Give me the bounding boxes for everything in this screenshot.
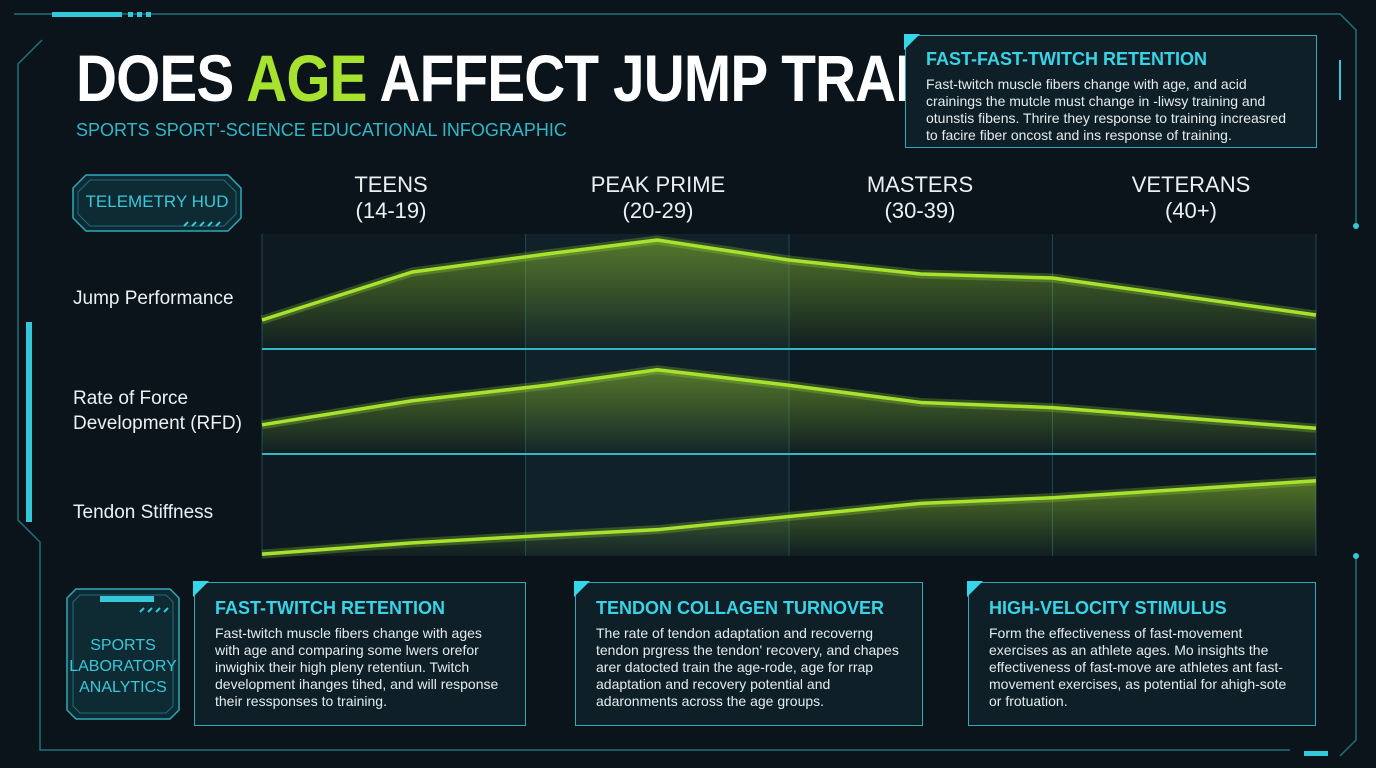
series-line-1 [261,368,1317,430]
row-label-rfd: Rate of Force Development (RFD) [73,388,242,434]
title-accent: AGE [246,41,367,115]
lab-analytics-badge: SPORTS LABORATORY ANALYTICS [66,588,180,720]
info-card-fast-twitch: FAST-TWITCH RETENTION Fast-twitch muscle… [193,581,526,726]
info-card-tendon-collagen: TENDON COLLAGEN TURNOVER The rate of ten… [574,581,923,726]
page-subtitle: SPORTS SPORT'-SCIENCE EDUCATIONAL INFOGR… [76,120,567,140]
card-heading: HIGH-VELOCITY STIMULUS [989,598,1227,618]
info-panel-body: Fast-twitch muscle fibers change with ag… [926,76,1287,143]
panel-corner [967,581,983,597]
panel-corner [904,34,920,50]
panel-corner [193,581,209,597]
card-body: Fast-twitch muscle fibers change with ag… [215,625,499,709]
series-area-0 [262,240,1316,349]
series-line-0 [261,238,1317,322]
info-card-high-velocity: HIGH-VELOCITY STIMULUS Form the effectiv… [967,581,1316,726]
card-body: Form the effectiveness of fast-movement … [989,625,1287,709]
info-panel-heading: FAST-FAST-TWITCH RETENTION [926,49,1207,69]
panel-corner [574,581,590,597]
info-panel-top: FAST-FAST-TWITCH RETENTION Fast-twitch m… [904,34,1317,148]
row-label-tendon-stiffness: Tendon Stiffness [73,502,214,523]
card-heading: TENDON COLLAGEN TURNOVER [596,598,884,618]
series-area-1 [262,369,1316,454]
row-label-jump-performance: Jump Performance [73,288,234,309]
series-line-2 [261,479,1317,556]
column-header-1: PEAK PRIME (20-29) [590,172,726,223]
hud-badge-label: TELEMETRY HUD [85,192,229,211]
lab-badge-label: SPORTS LABORATORY ANALYTICS [69,637,177,696]
telemetry-hud-badge: TELEMETRY HUD [72,174,242,232]
card-body: The rate of tendon adaptation and recove… [596,625,899,709]
hud-badge-frame [72,174,242,232]
lab-badge-frame [66,588,180,720]
column-header-0: TEENS (14-19) [354,172,428,223]
card-heading: FAST-TWITCH RETENTION [215,598,445,618]
column-header-3: VETERANS (40+) [1131,172,1251,223]
column-header-2: MASTERS (30-39) [866,172,974,223]
